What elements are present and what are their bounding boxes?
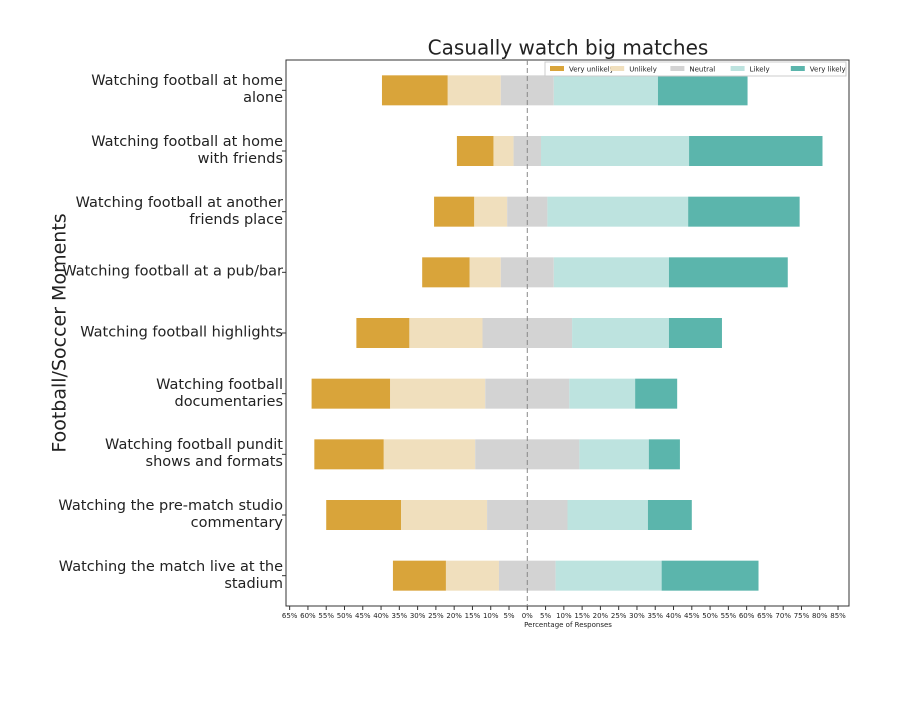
x-tick-label: 30% [629,612,645,620]
y-tick-label: Watching football pundit shows and forma… [105,437,283,471]
legend-label: Unlikely [629,66,657,74]
x-tick-label: 55% [721,612,737,620]
bar-segment [390,378,486,409]
y-tick-label: Watching football at home alone [91,73,283,107]
bar-segment [553,75,658,106]
x-tick-label: 50% [702,612,718,620]
x-tick-label: 15% [465,612,481,620]
x-tick-label: 35% [647,612,663,620]
bar-segment [689,136,823,166]
bar-segment [383,439,476,470]
bar-segment [553,257,669,288]
bar-segment [540,136,690,166]
x-tick-label: 80% [812,612,828,620]
bar-segment [474,196,508,227]
legend-swatch [790,66,805,71]
x-tick-label: 60% [739,612,755,620]
bar-segment [567,500,648,530]
legend-swatch [550,66,564,71]
x-tick-label: 65% [282,612,298,620]
x-tick-label: 35% [392,612,408,620]
x-tick-label: 5% [503,612,514,620]
legend-label: Neutral [689,66,715,74]
bar-segment [311,378,391,409]
bar-segment [314,439,384,470]
bar-segment [469,257,501,288]
x-tick-label: 25% [428,612,444,620]
legend-label: Likely [750,66,770,74]
bar-segment [356,318,410,348]
bar-segment [447,75,501,106]
x-tick-label: 45% [684,612,700,620]
bar-segment [688,196,800,227]
x-tick-label: 30% [410,612,426,620]
legend-swatch [610,66,625,71]
legend-label: Very likely [810,66,846,74]
bar-segment [493,136,514,166]
x-tick-label: 20% [593,612,609,620]
legend-swatch [670,66,685,71]
bar-segment [381,75,448,106]
bar-segment [579,439,649,470]
bar-segment [422,257,470,288]
x-tick-label: 45% [355,612,371,620]
bar-segment [326,500,402,530]
bar-segment [401,500,488,530]
y-tick-label: Watching the pre-match studio commentary [58,498,283,531]
x-tick-label: 0% [522,612,533,620]
chart-title: Casually watch big matches [428,36,709,60]
legend-swatch [730,66,745,71]
bar-segment [445,560,499,591]
x-tick-label: 85% [830,612,846,620]
x-tick-label: 55% [318,612,334,620]
bar-segment [572,318,669,348]
bar-segment [657,75,748,106]
y-tick-label: Watching football at another friends pla… [75,194,283,228]
bar-segment [668,318,722,348]
bar-segment [392,560,446,591]
bar-segment [555,560,662,591]
x-tick-label: 60% [300,612,316,620]
x-tick-label: 20% [446,612,462,620]
x-tick-label: 40% [373,612,389,620]
x-tick-label: 50% [337,612,353,620]
y-tick-label: Watching football at a pub/bar [62,263,283,280]
y-tick-label: Watching football at home with friends [91,134,283,167]
y-tick-label: Watching the match live at the stadium [58,558,283,592]
legend-box [544,61,847,77]
bar-segment [647,500,692,530]
x-tick-label: 15% [574,612,590,620]
x-tick-label: 75% [794,612,810,620]
bar-segment [668,257,788,288]
legend-label: Very unlikely [569,66,614,74]
y-tick-label: Watching football highlights [80,324,283,341]
bar-segment [648,439,680,470]
bar-segment [547,196,689,227]
bar-segment [409,318,483,348]
bar-segment [569,378,636,409]
x-tick-label: 25% [611,612,627,620]
bar-segment [434,196,475,227]
x-tick-label: 70% [775,612,791,620]
x-tick-label: 5% [540,612,551,620]
x-axis-label: Percentage of Responses [524,621,612,629]
y-axis-label: Football/Soccer Moments [49,213,71,452]
bar-segment [456,136,494,166]
bar-segment [635,378,678,409]
bar-segment [661,560,759,591]
x-tick-label: 40% [666,612,682,620]
x-tick-label: 65% [757,612,773,620]
x-tick-label: 10% [556,612,572,620]
y-tick-label: Watching football documentaries [156,376,283,410]
x-tick-label: 10% [483,612,499,620]
